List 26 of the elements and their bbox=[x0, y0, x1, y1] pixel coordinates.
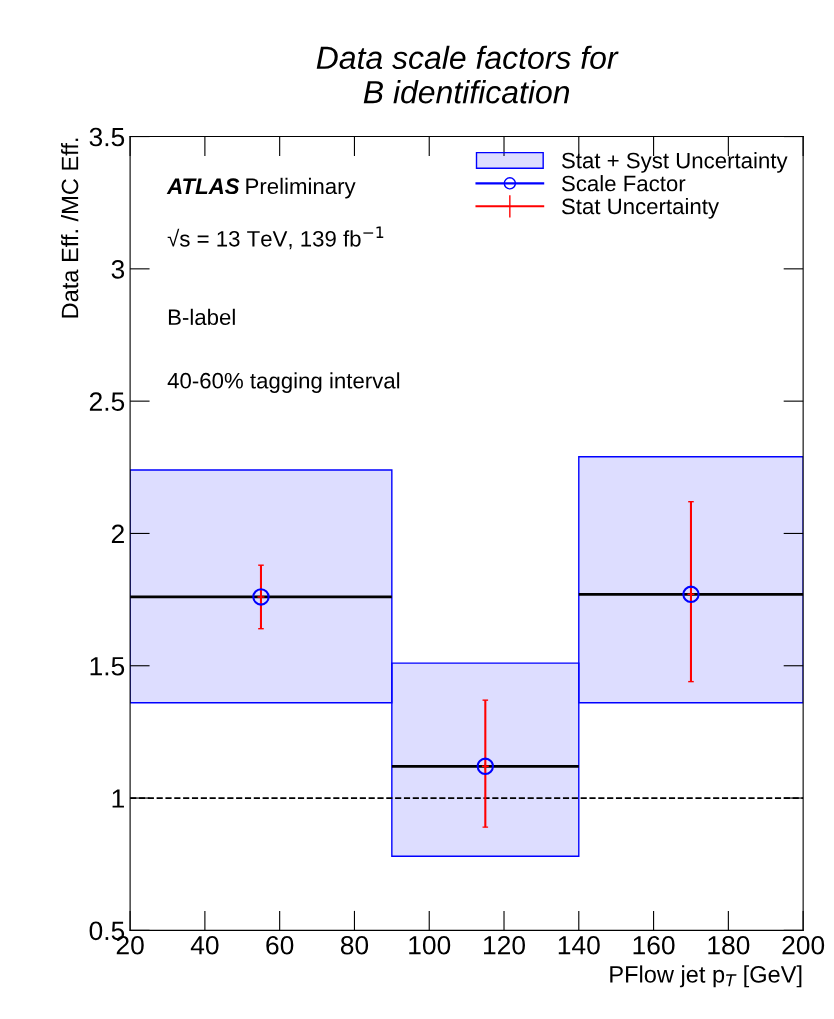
y-tick-label: 1.5 bbox=[90, 657, 125, 676]
x-tick-label: 60 bbox=[266, 935, 294, 955]
x-tick-label: 120 bbox=[484, 935, 525, 955]
annotation: Preliminary bbox=[246, 177, 356, 199]
annotation: 40-60% tagging interval bbox=[167, 372, 400, 393]
x-tick-label: 200 bbox=[782, 935, 825, 955]
x-tick-label: 160 bbox=[633, 935, 675, 955]
chart-title: Data scale factors for B identification bbox=[316, 45, 619, 104]
y-tick-label: 1 bbox=[112, 789, 124, 808]
annotation: ATLAS bbox=[166, 178, 240, 195]
annotation: B-label bbox=[168, 308, 235, 326]
y-axis-title: Data Eff. /MC Eff. bbox=[61, 138, 79, 318]
x-tick-label: 40 bbox=[190, 935, 219, 955]
legend-label: Stat + Syst Uncertainty bbox=[561, 152, 788, 173]
y-tick-label: 3 bbox=[111, 259, 125, 279]
y-tick-label: 2.5 bbox=[89, 392, 125, 411]
y-tick-label: 2 bbox=[111, 524, 124, 544]
x-tick-label: 100 bbox=[409, 935, 451, 955]
annotation: √s = 13 TeV, 139 fb$^{−1}$ bbox=[167, 226, 384, 250]
x-tick-label: 180 bbox=[708, 935, 750, 955]
legend-label: Stat Uncertainty bbox=[561, 197, 720, 219]
legend-label: Scale Factor bbox=[561, 175, 686, 192]
x-tick-label: 80 bbox=[340, 935, 369, 955]
y-tick-label: 3.5 bbox=[89, 127, 125, 147]
x-axis-title: PFlow jet p$_{T}$ [GeV] bbox=[610, 965, 802, 988]
x-tick-label: 140 bbox=[558, 935, 600, 955]
